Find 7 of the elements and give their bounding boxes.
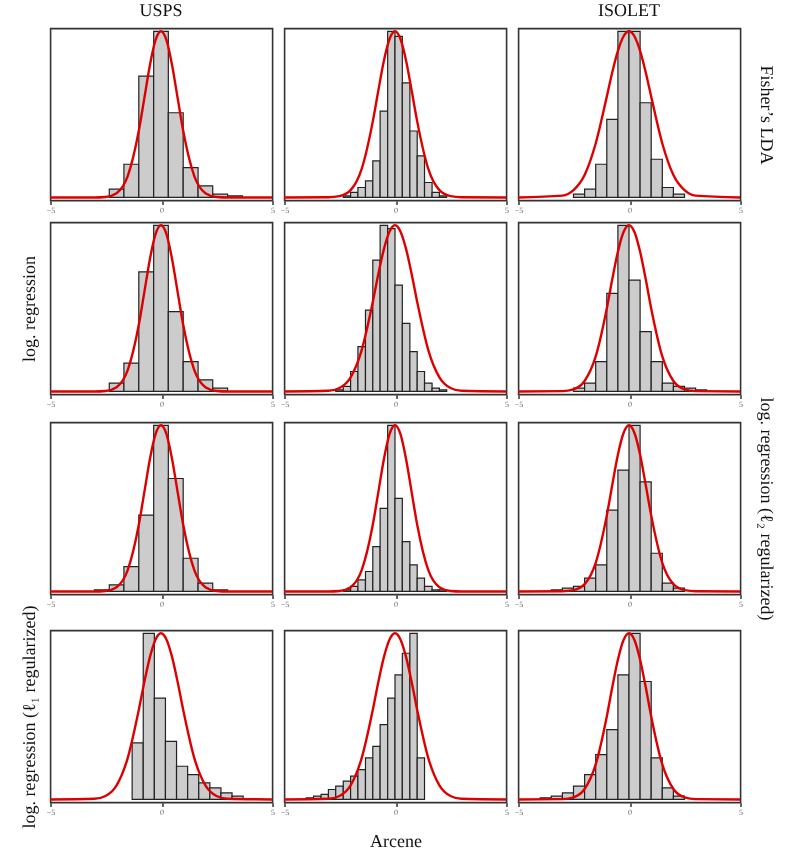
- y-axis-title: log. regression: [19, 255, 39, 362]
- y-axis-title: log. regression (ℓ₁ regularized): [19, 605, 39, 829]
- y2-axis-title: Fisher’s LDA: [757, 65, 777, 166]
- y2-axis-title: log. regression (ℓ₂ regularized): [757, 397, 777, 621]
- x-axis-title: Arcene: [370, 831, 422, 848]
- chart-title: USPS: [139, 0, 183, 20]
- chart-title: ISOLET: [598, 0, 661, 20]
